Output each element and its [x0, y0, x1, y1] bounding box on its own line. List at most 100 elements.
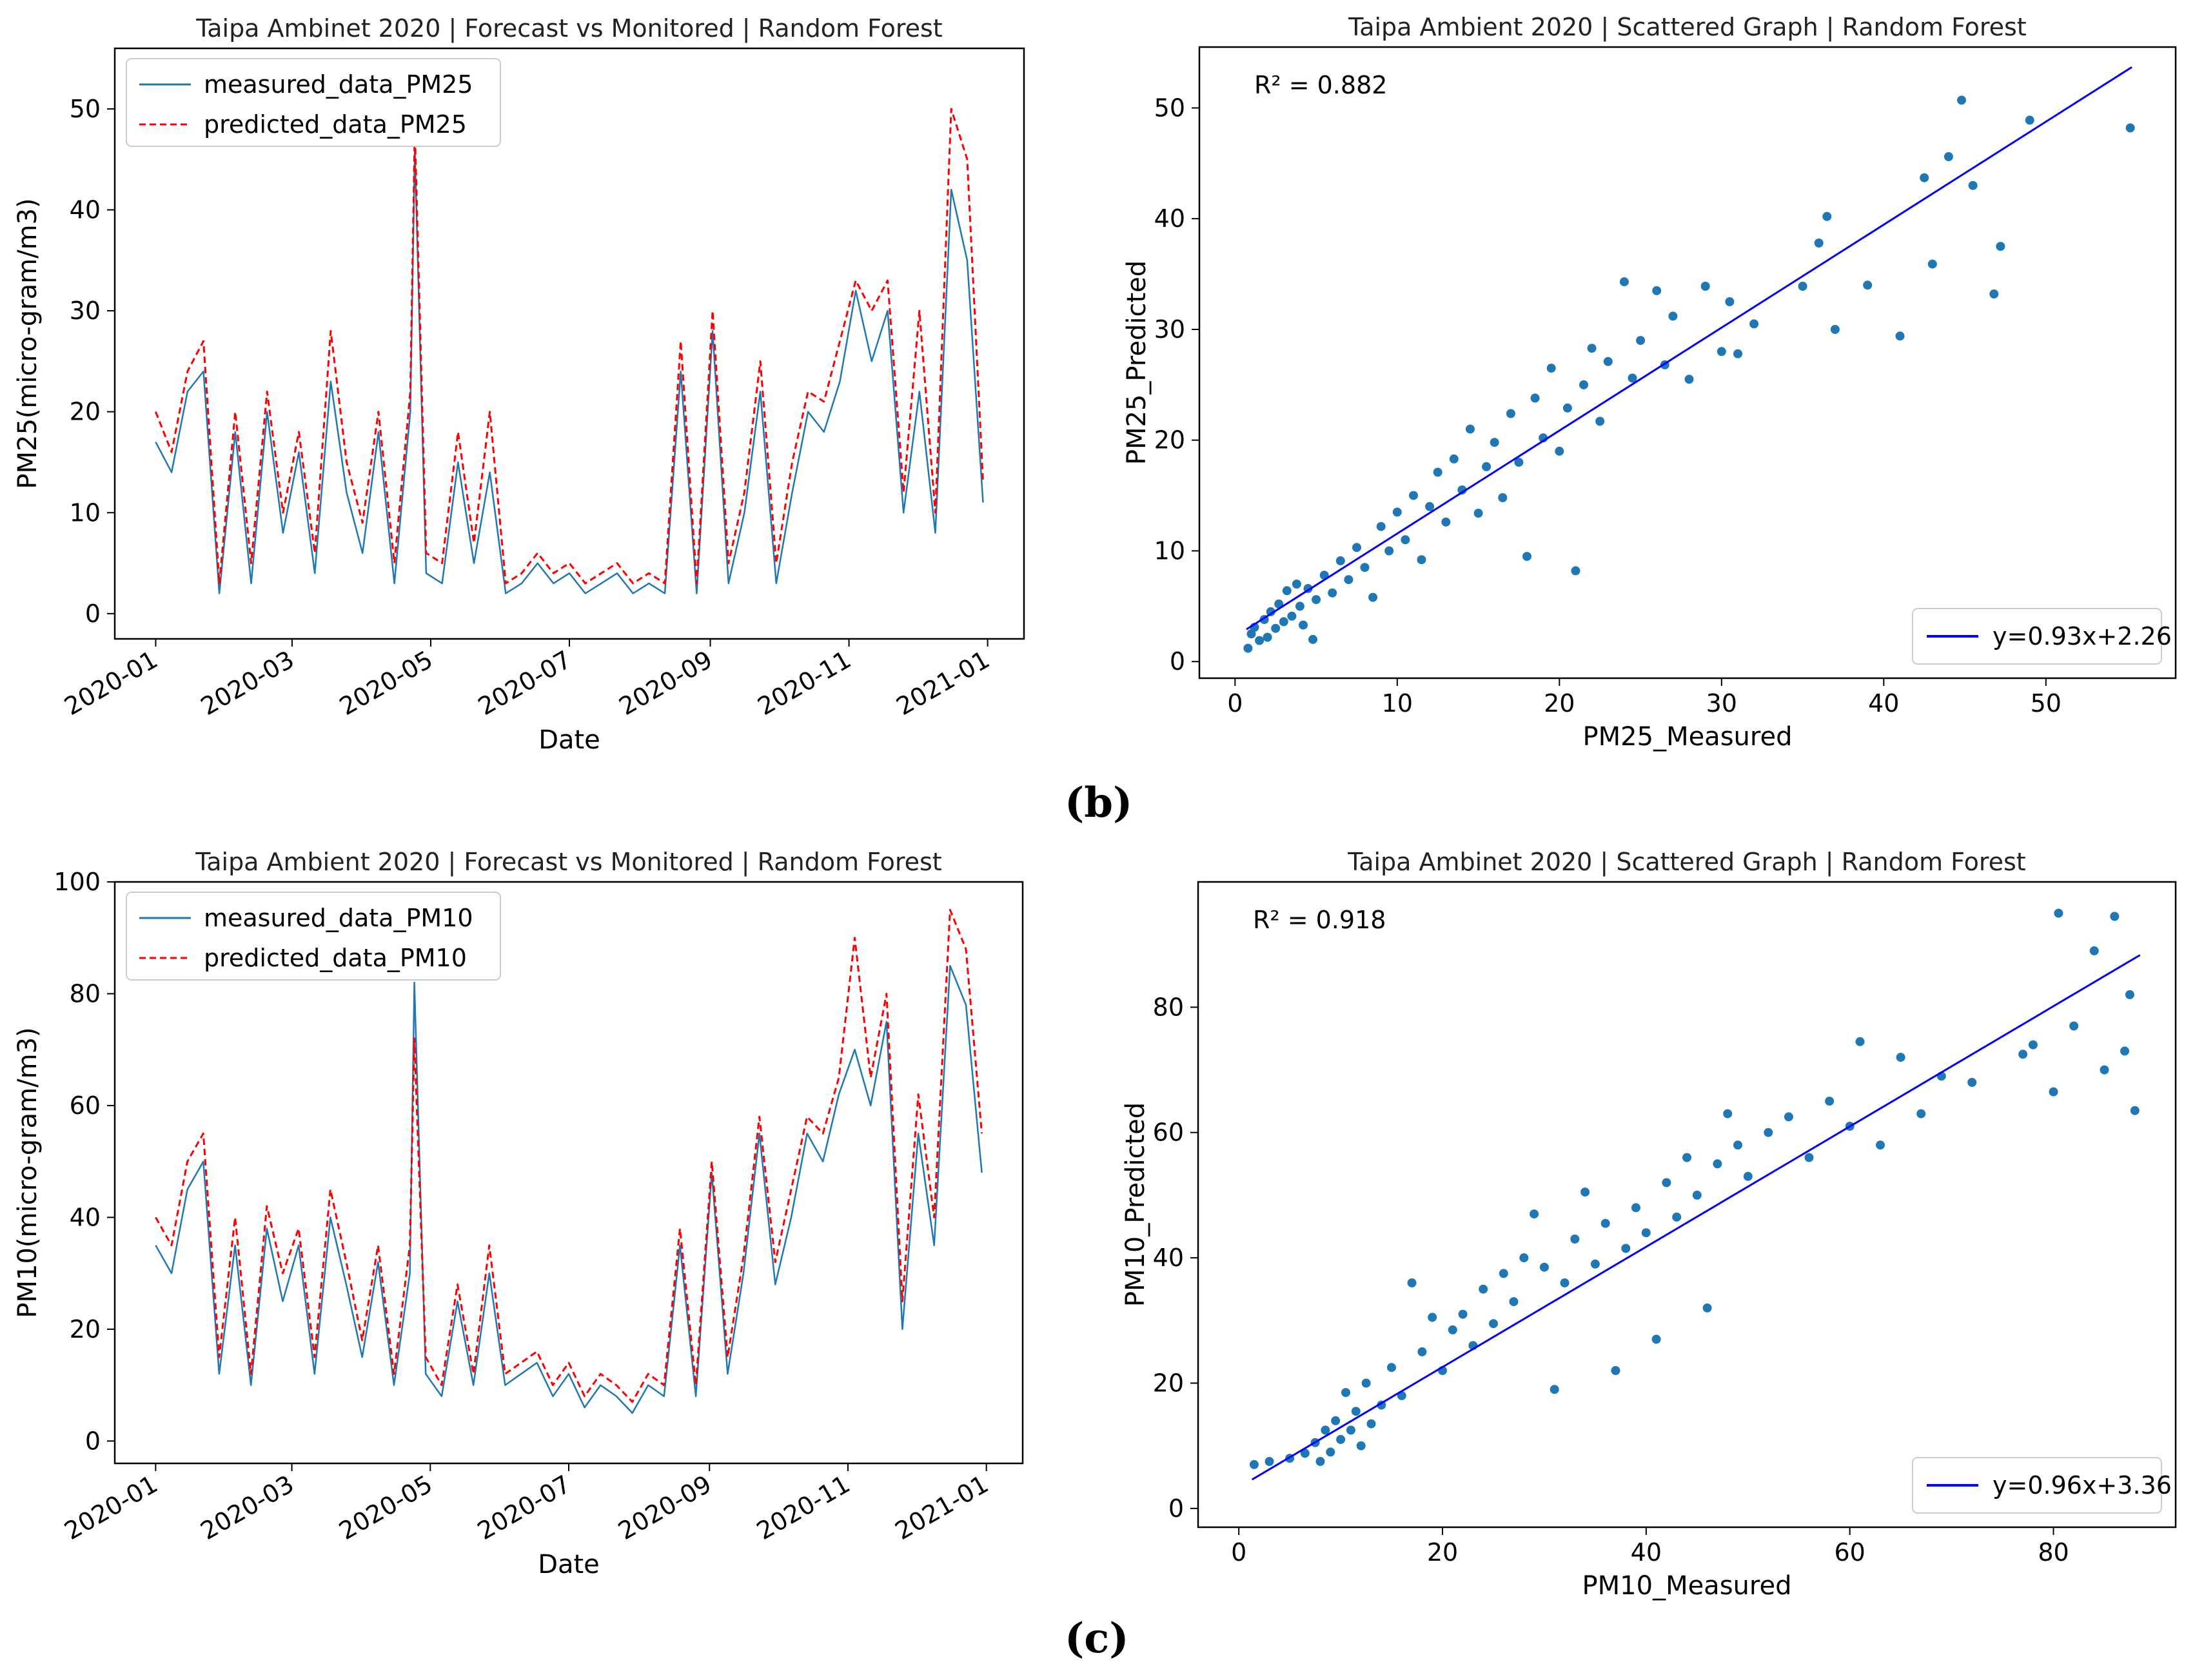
scatter-point [1590, 1259, 1600, 1269]
chart-2: Taipa Ambient 2020 | Scattered Graph | R… [1122, 13, 2177, 752]
scatter-point [1249, 1460, 1259, 1469]
legend: measured_data_PM10 predicted_data_PM10 [126, 892, 501, 981]
legend: y=0.96x+3.36 [1912, 1457, 2172, 1514]
scatter-point [1611, 1366, 1620, 1375]
fit-line [1246, 66, 2132, 630]
y-tick-label: 0 [85, 600, 101, 628]
scatter-point [1804, 1153, 1814, 1162]
scatter-point [2089, 946, 2099, 955]
scatter-point [1299, 620, 1308, 630]
scatter-point [1458, 1309, 1468, 1319]
x-tick-label: 2020-03 [196, 645, 299, 721]
scatter-point [1944, 152, 1953, 161]
y-tick-label: 10 [1154, 536, 1185, 565]
scatter-point [1684, 375, 1694, 384]
legend: measured_data_PM25 predicted_data_PM25 [126, 58, 501, 147]
scatter-point [1587, 344, 1597, 353]
scatter-point [1562, 403, 1572, 413]
scatter-point [1441, 517, 1451, 527]
scatter-point [2018, 1050, 2028, 1059]
x-tick-label: 2020-11 [753, 645, 856, 721]
scatter-point [1489, 1319, 1498, 1329]
scatter-point [1916, 1109, 1926, 1118]
x-tick-label: 2020-07 [473, 645, 576, 721]
y-tick-label: 20 [70, 1315, 101, 1343]
legend-box [126, 892, 501, 981]
scatter-point [1895, 331, 1905, 341]
scatter-point [1603, 357, 1613, 366]
series-line-predicted [155, 908, 983, 1403]
series-line-predicted [155, 108, 984, 585]
scatter-point [1321, 1425, 1330, 1435]
scatter-point [1743, 1171, 1753, 1181]
scatter-point [1631, 1203, 1640, 1213]
y-tick-label: 80 [1153, 993, 1184, 1021]
scatter-point [1387, 1363, 1396, 1372]
scatter-point [1336, 1434, 1346, 1444]
scatter-point [1392, 507, 1402, 517]
scatter-point [1863, 280, 1873, 290]
y-tick-label: 40 [70, 196, 101, 224]
scatter-point [1595, 416, 1605, 426]
x-tick-label: 2020-09 [615, 645, 718, 721]
scatter-point [1279, 617, 1288, 627]
legend-label: y=0.93x+2.26 [1993, 622, 2172, 650]
scatter-point [1814, 239, 1824, 248]
scatter-point [2049, 1087, 2058, 1097]
scatter-point [1968, 181, 1978, 190]
scatter-point [1546, 364, 1556, 373]
legend-label: measured_data_PM25 [204, 70, 473, 99]
scatter-point [1580, 1187, 1590, 1197]
caption-c: (c) [1065, 1614, 1129, 1663]
legend-box [126, 58, 501, 147]
y-tick-label: 50 [1154, 93, 1185, 122]
scatter-point [1641, 1228, 1651, 1238]
x-tick-label: 2020-05 [335, 645, 438, 721]
x-tick-label: 2020-03 [196, 1470, 299, 1545]
scatter-point [2028, 1040, 2038, 1050]
scatter-point [1266, 607, 1275, 616]
x-tick-label: 30 [1706, 689, 1737, 718]
scatter-point [1967, 1078, 1977, 1087]
scatter-point [1733, 349, 1742, 358]
scatter-point [1344, 575, 1353, 585]
scatter-point [1328, 588, 1337, 598]
scatter-point [2054, 908, 2063, 918]
scatter-point [1702, 1303, 1712, 1313]
scatter-point [1255, 636, 1265, 645]
scatter-point [1428, 1313, 1437, 1322]
x-axis-label: Date [538, 725, 600, 755]
scatter-point [1466, 424, 1475, 434]
scatter-point [1522, 552, 1531, 562]
scatter-point [1473, 509, 1483, 518]
scatter-point [1784, 1112, 1793, 1122]
r-squared-annotation: R² = 0.882 [1254, 71, 1387, 99]
scatter-point [1384, 546, 1394, 556]
scatter-point [1509, 1297, 1519, 1307]
legend-label: predicted_data_PM25 [204, 110, 467, 139]
chart-3: Taipa Ambient 2020 | Forecast vs Monitor… [13, 848, 1024, 1579]
scatter-point [1490, 438, 1499, 447]
chart-title: Taipa Ambient 2020 | Forecast vs Monitor… [195, 848, 941, 877]
scatter-point [1571, 566, 1580, 576]
scatter-point [1425, 502, 1435, 511]
y-tick-label: 20 [1153, 1369, 1184, 1397]
legend-box [1912, 1457, 2162, 1514]
scatter-point [1506, 409, 1515, 418]
scatter-point [1356, 1441, 1366, 1450]
scatter-point [1335, 556, 1345, 565]
x-tick-label: 40 [1631, 1538, 1662, 1567]
chart-4: Taipa Ambinet 2020 | Scattered Graph | R… [1121, 848, 2177, 1601]
scatter-point [1300, 1449, 1310, 1458]
scatter-point [1989, 289, 1999, 298]
y-tick-label: 0 [1170, 647, 1185, 676]
scatter-point [1920, 173, 1929, 182]
x-tick-label: 60 [1834, 1538, 1865, 1567]
y-tick-label: 80 [70, 979, 101, 1008]
x-tick-label: 50 [2031, 689, 2062, 718]
scatter-point [1312, 595, 1321, 605]
scatter-point [1530, 393, 1540, 403]
scatter-point [1366, 1419, 1376, 1429]
axes-frame [1198, 46, 2177, 679]
legend-box [1912, 608, 2162, 665]
